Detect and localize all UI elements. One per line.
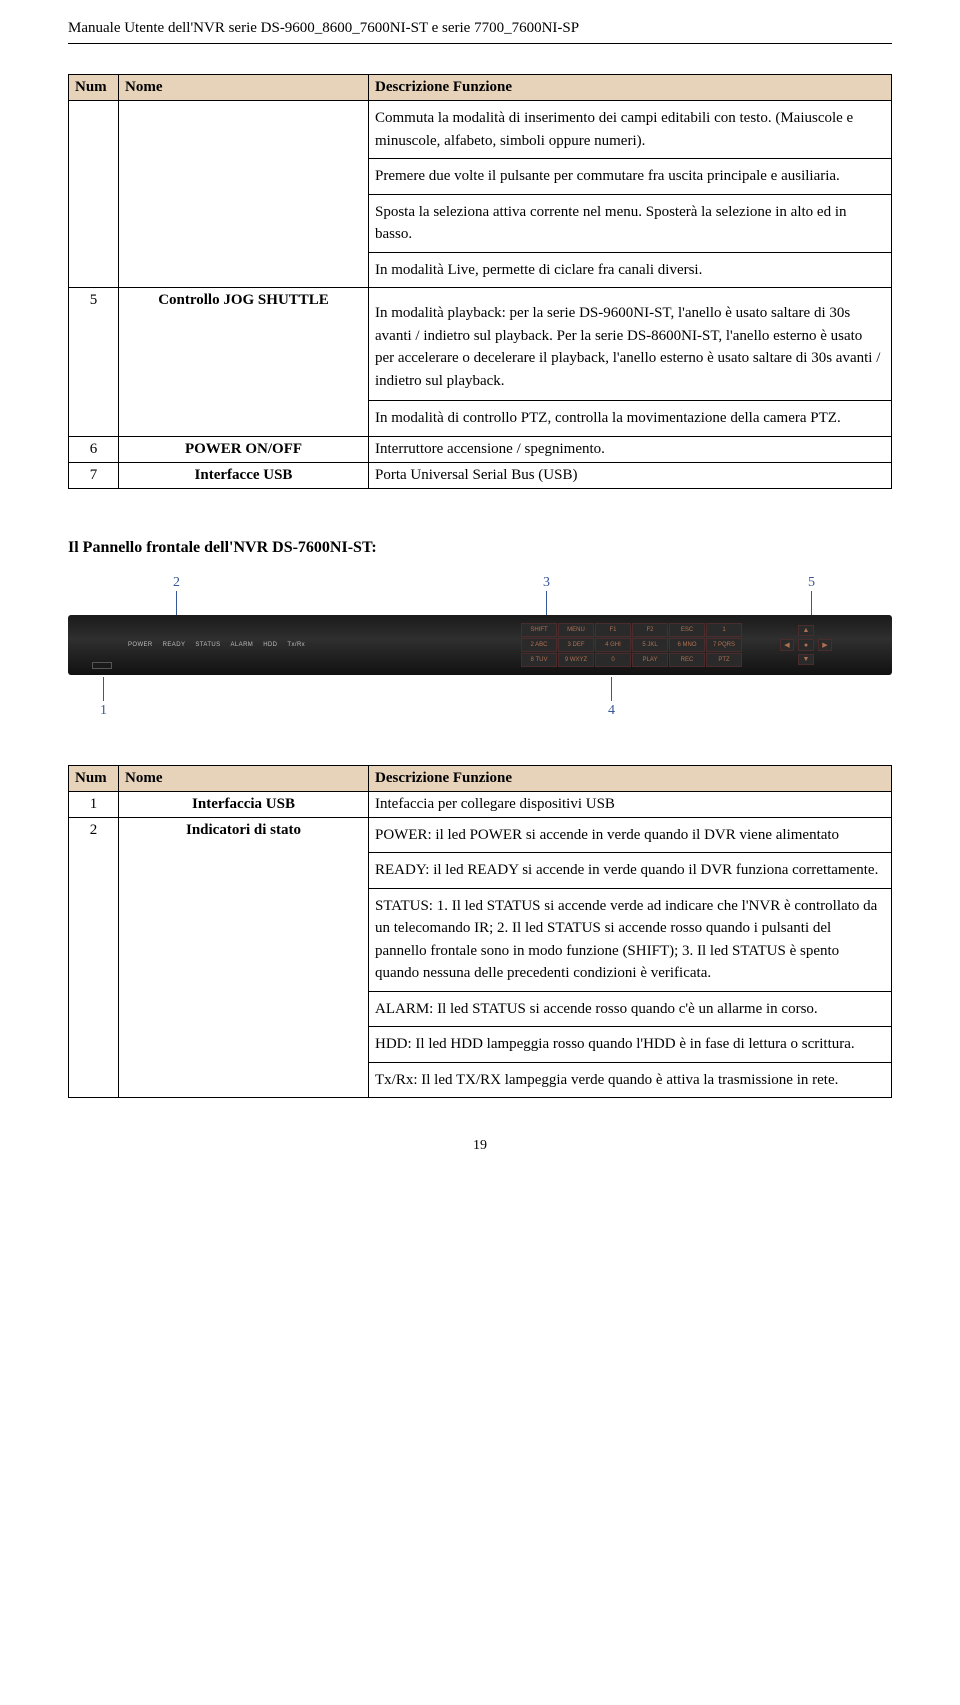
page-number: 19 [68, 1138, 892, 1154]
cell-name: Controllo JOG SHUTTLE [119, 288, 369, 437]
header-rule [68, 43, 892, 44]
cell-name: Indicatori di stato [119, 817, 369, 1098]
cell-desc: Sposta la seleziona attiva corrente nel … [369, 194, 892, 252]
col-name: Nome [119, 75, 369, 101]
panel-dpad: ▲ ◀ ● ▶ ▼ [780, 625, 832, 665]
cell-name: Interfaccia USB [119, 791, 369, 817]
panel-key: 0 [595, 653, 631, 667]
indicator-label: HDD [263, 642, 277, 648]
panel-key: F2 [632, 623, 668, 637]
col-name: Nome [119, 765, 369, 791]
cell-name-blank [119, 101, 369, 288]
col-num: Num [69, 765, 119, 791]
cell-desc: Premere due volte il pulsante per commut… [369, 159, 892, 195]
panel-key: 8 TUV [521, 653, 557, 667]
table-bottom: Num Nome Descrizione Funzione 1 Interfac… [68, 765, 892, 1099]
cell-num: 7 [69, 462, 119, 488]
panel-key: 1 [706, 623, 742, 637]
col-desc: Descrizione Funzione [369, 75, 892, 101]
dpad-left: ◀ [780, 639, 794, 651]
cell-desc: Intefaccia per collegare dispositivi USB [369, 791, 892, 817]
dpad-ok: ● [798, 639, 814, 651]
indicator-label: Tx/Rx [287, 642, 305, 648]
panel-key: 5 JKL [632, 638, 668, 652]
header-title: Manuale Utente dell'NVR serie DS-9600_86… [68, 20, 892, 37]
panel-indicator-labels: POWER READY STATUS ALARM HDD Tx/Rx [128, 642, 305, 648]
panel-usb-port [92, 662, 112, 669]
cell-desc: In modalità di controllo PTZ, controlla … [369, 401, 892, 437]
panel-key: PLAY [632, 653, 668, 667]
table-row: 5 Controllo JOG SHUTTLE In modalità play… [69, 288, 892, 401]
table-row: Commuta la modalità di inserimento dei c… [69, 101, 892, 159]
cell-num: 2 [69, 817, 119, 1098]
dpad-down: ▼ [798, 654, 814, 665]
indicator-label: POWER [128, 642, 153, 648]
table-row: 1 Interfaccia USB Intefaccia per collega… [69, 791, 892, 817]
panel-body: POWER READY STATUS ALARM HDD Tx/Rx SHIFT… [68, 615, 892, 675]
cell-desc: POWER: il led POWER si accende in verde … [369, 817, 892, 853]
dpad-up: ▲ [798, 625, 814, 636]
cell-desc: Interruttore accensione / spegnimento. [369, 436, 892, 462]
panel-key: MENU [558, 623, 594, 637]
panel-key: 9 WXYZ [558, 653, 594, 667]
panel-key: REC [669, 653, 705, 667]
cell-desc: Porta Universal Serial Bus (USB) [369, 462, 892, 488]
cell-desc: READY: il led READY si accende in verde … [369, 853, 892, 889]
cell-num: 1 [69, 791, 119, 817]
col-desc: Descrizione Funzione [369, 765, 892, 791]
marker-2: 2 [173, 575, 180, 591]
marker-4: 4 [608, 703, 615, 719]
indicator-label: READY [163, 642, 186, 648]
table-row: 7 Interfacce USB Porta Universal Serial … [69, 462, 892, 488]
table-top: Num Nome Descrizione Funzione Commuta la… [68, 74, 892, 489]
marker-1: 1 [100, 703, 107, 719]
cell-desc: Tx/Rx: Il led TX/RX lampeggia verde quan… [369, 1062, 892, 1098]
panel-key: 4 GHI [595, 638, 631, 652]
indicator-label: STATUS [195, 642, 220, 648]
cell-desc: STATUS: 1. Il led STATUS si accende verd… [369, 888, 892, 991]
panel-key: ESC [669, 623, 705, 637]
cell-num-blank [69, 101, 119, 288]
section-heading: Il Pannello frontale dell'NVR DS-7600NI-… [68, 539, 892, 557]
panel-key: 3 DEF [558, 638, 594, 652]
panel-key: 7 PQRS [706, 638, 742, 652]
panel-keypad: SHIFT MENU F1 F2 ESC 1 2 ABC 3 DEF 4 GHI… [521, 623, 742, 667]
cell-name: Interfacce USB [119, 462, 369, 488]
panel-key: 2 ABC [521, 638, 557, 652]
panel-key: PTZ [706, 653, 742, 667]
col-num: Num [69, 75, 119, 101]
panel-key: 6 MNO [669, 638, 705, 652]
cell-name: POWER ON/OFF [119, 436, 369, 462]
cell-desc: ALARM: Il led STATUS si accende rosso qu… [369, 991, 892, 1027]
table-row: 6 POWER ON/OFF Interruttore accensione /… [69, 436, 892, 462]
panel-figure: 2 3 5 POWER READY STATUS ALARM HDD Tx/Rx… [68, 575, 892, 735]
dpad-right: ▶ [818, 639, 832, 651]
panel-key: SHIFT [521, 623, 557, 637]
table-row: 2 Indicatori di stato POWER: il led POWE… [69, 817, 892, 853]
marker-3: 3 [543, 575, 550, 591]
table-bottom-header: Num Nome Descrizione Funzione [69, 765, 892, 791]
cell-desc: HDD: Il led HDD lampeggia rosso quando l… [369, 1027, 892, 1063]
cell-num: 5 [69, 288, 119, 437]
cell-desc: In modalità playback: per la serie DS-96… [369, 288, 892, 401]
indicator-label: ALARM [231, 642, 254, 648]
cell-num: 6 [69, 436, 119, 462]
table-top-header: Num Nome Descrizione Funzione [69, 75, 892, 101]
panel-key: F1 [595, 623, 631, 637]
cell-desc: In modalità Live, permette di ciclare fr… [369, 252, 892, 288]
cell-desc: Commuta la modalità di inserimento dei c… [369, 101, 892, 159]
marker-5: 5 [808, 575, 815, 591]
